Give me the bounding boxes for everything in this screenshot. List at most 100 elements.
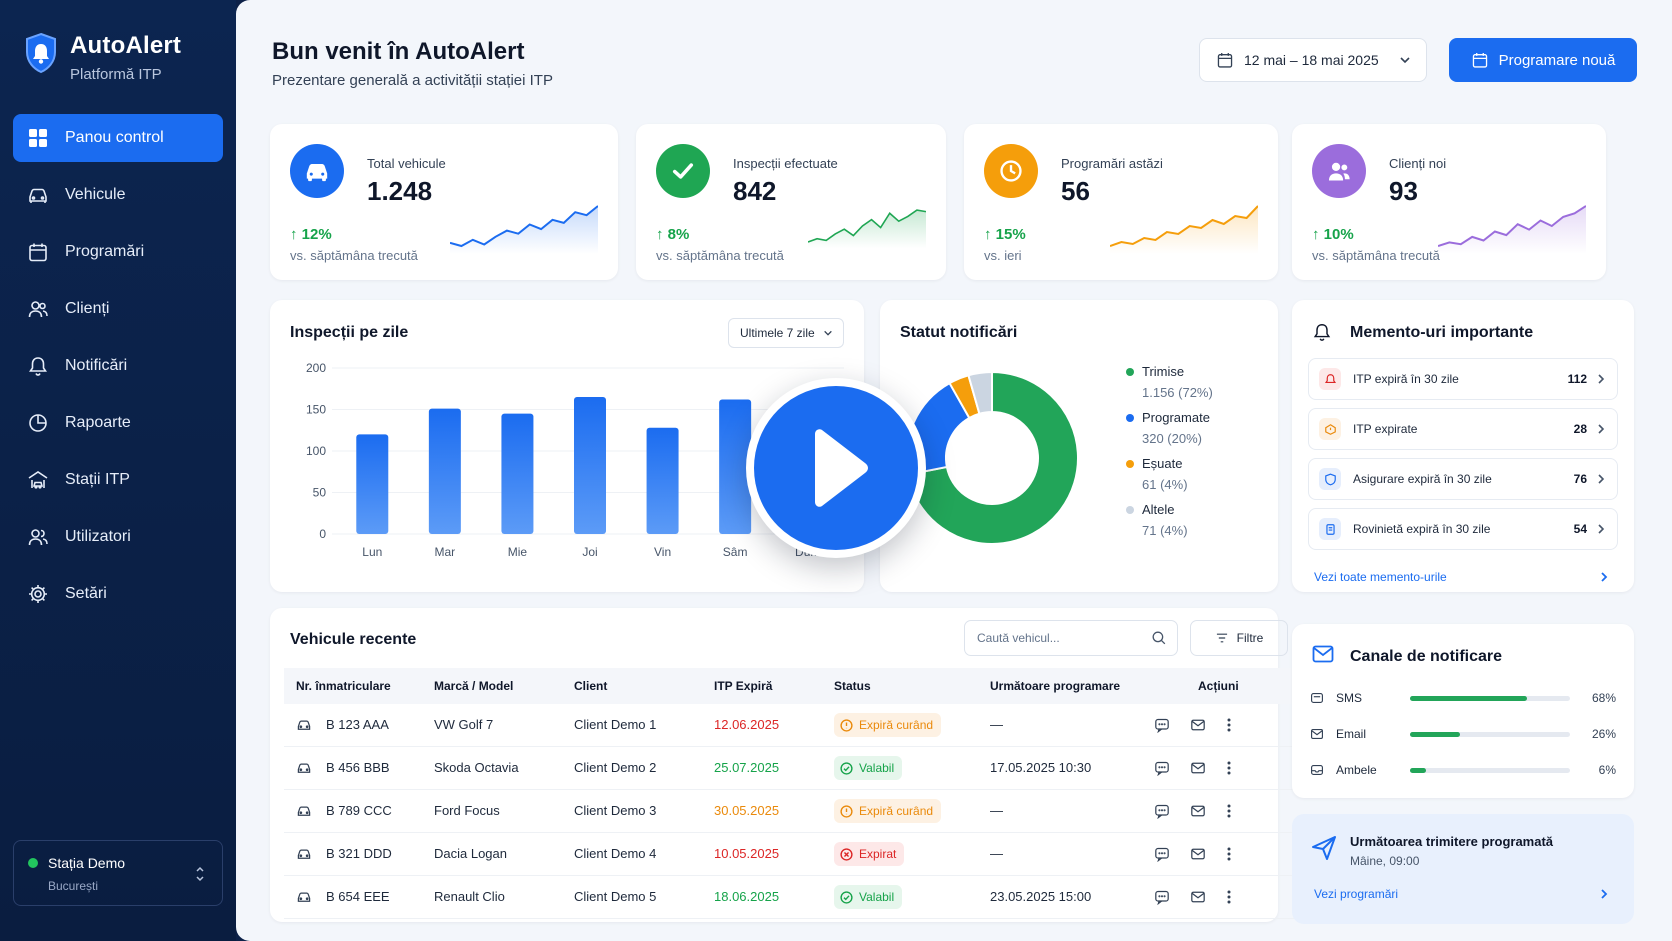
nav-item-appointments[interactable]: Programări	[13, 228, 223, 276]
bar-Joi	[574, 397, 606, 534]
y-tick-label: 0	[319, 527, 326, 541]
reminders-card: Memento-uri importante ITP expiră în 30 …	[1292, 300, 1634, 592]
nav-label: Vehicule	[65, 186, 126, 203]
status-badge: Expiră curând	[834, 799, 942, 823]
mail-icon[interactable]	[1190, 889, 1206, 908]
sparkline-line	[450, 205, 598, 248]
legend-dot	[1126, 413, 1134, 422]
y-tick-label: 50	[313, 486, 327, 500]
message-icon[interactable]	[1154, 803, 1170, 822]
kpi-note: vs. săptămâna trecută	[1312, 248, 1440, 263]
vehicle-search-input[interactable]: Caută vehicul...	[964, 620, 1178, 656]
reminder-item[interactable]: Asigurare expiră în 30 zile 76	[1308, 458, 1618, 500]
kpi-label: Total vehicule	[367, 156, 446, 171]
vehicle-model: Renault Clio	[434, 889, 505, 904]
car-icon	[29, 188, 47, 203]
table-row[interactable]: B 123 AAA VW Golf 7 Client Demo 1 12.06.202…	[284, 704, 1296, 747]
col-expiry[interactable]: ITP Expiră	[714, 679, 773, 693]
col-next[interactable]: Următoare programare	[990, 679, 1121, 693]
client-name: Client Demo 2	[574, 760, 657, 775]
nav-item-clients[interactable]: Clienți	[13, 285, 223, 333]
alert-icon	[1324, 423, 1336, 435]
more-vertical-icon[interactable]	[1226, 889, 1232, 908]
legend-item: Altele 71 (4%)	[1126, 502, 1213, 538]
users-icon	[28, 301, 48, 318]
nav-label: Setări	[65, 585, 107, 602]
donut-slice-trimise	[906, 370, 1079, 545]
notification-status-card: Statut notificări Trimise 1.156 (72%) Pr…	[880, 300, 1278, 592]
more-vertical-icon[interactable]	[1226, 846, 1232, 865]
nav-item-vehicles[interactable]: Vehicule	[13, 171, 223, 219]
table-row[interactable]: B 789 CCC Ford Focus Client Demo 3 30.05.20…	[284, 790, 1296, 833]
plate-number: B 123 AAA	[326, 717, 389, 732]
more-vertical-icon[interactable]	[1226, 760, 1232, 779]
legend-value: 320 (20%)	[1142, 431, 1202, 446]
brand[interactable]: AutoAlert Platformă ITP	[24, 32, 181, 83]
nav-label: Rapoarte	[65, 414, 131, 431]
status-label: Valabil	[859, 890, 895, 904]
next-send-time: Mâine, 09:00	[1350, 854, 1420, 868]
nav-item-dashboard[interactable]: Panou control	[13, 114, 223, 162]
legend-item: Eșuate 61 (4%)	[1126, 456, 1213, 492]
table-row[interactable]: B 321 DDD Dacia Logan Client Demo 4 10.05.2…	[284, 833, 1296, 876]
range-label: Ultimele 7 zile	[740, 326, 815, 340]
client-name: Client Demo 1	[574, 717, 657, 732]
next-send-card: Următoarea trimitere programată Mâine, 0…	[1292, 814, 1634, 924]
vehicle-model: Dacia Logan	[434, 846, 507, 861]
reminder-item[interactable]: ITP expiră în 30 zile 112	[1308, 358, 1618, 400]
check-circle-icon	[840, 890, 853, 904]
y-tick-label: 150	[306, 403, 326, 417]
message-icon[interactable]	[1154, 889, 1170, 908]
message-icon[interactable]	[1154, 760, 1170, 779]
chevron-right-icon[interactable]	[1598, 888, 1610, 900]
station-switcher[interactable]: Stația Demo București	[13, 840, 223, 906]
status-badge: Expiră curând	[834, 713, 942, 737]
col-plate[interactable]: Nr. înmatriculare	[296, 679, 391, 693]
chevron-right-icon[interactable]	[1598, 571, 1610, 583]
next-appointment: —	[990, 717, 1003, 732]
mail-icon[interactable]	[1190, 803, 1206, 822]
filter-button[interactable]: Filtre	[1190, 620, 1288, 656]
col-client[interactable]: Client	[574, 679, 608, 693]
sparkline-line	[1110, 205, 1258, 247]
channel-percent: 6%	[1598, 763, 1616, 777]
nav-item-reports[interactable]: Rapoarte	[13, 399, 223, 447]
col-status[interactable]: Status	[834, 679, 871, 693]
chevron-down-icon	[1400, 57, 1410, 64]
calendar-plus-icon	[1472, 53, 1487, 68]
more-vertical-icon[interactable]	[1226, 803, 1232, 822]
message-icon[interactable]	[1154, 846, 1170, 865]
table-row[interactable]: B 654 EEE Renault Clio Client Demo 5 18.06.…	[284, 876, 1296, 919]
nav-item-stations[interactable]: Stații ITP	[13, 456, 223, 504]
col-model[interactable]: Marcă / Model	[434, 679, 514, 693]
kpi-trend: ↑ 15%	[984, 226, 1026, 243]
nav-item-notifications[interactable]: Notificări	[13, 342, 223, 390]
mail-icon[interactable]	[1190, 717, 1206, 736]
mail-icon[interactable]	[1190, 760, 1206, 779]
video-play-button[interactable]	[746, 378, 926, 558]
mail-icon[interactable]	[1190, 846, 1206, 865]
range-select[interactable]: Ultimele 7 zile	[728, 318, 844, 348]
all-reminders-link[interactable]: Vezi toate memento-urile	[1314, 570, 1447, 584]
channel-percent: 26%	[1591, 727, 1616, 741]
nav-item-settings[interactable]: Setări	[13, 570, 223, 618]
status-label: Expiră curând	[859, 804, 934, 818]
new-appointment-button[interactable]: Programare nouă	[1449, 38, 1637, 82]
view-appointments-link[interactable]: Vezi programări	[1314, 887, 1399, 901]
kpi-trend: ↑ 12%	[290, 226, 332, 243]
more-vertical-icon[interactable]	[1226, 717, 1232, 736]
table-row[interactable]: B 456 BBB Skoda Octavia Client Demo 2 25.07…	[284, 747, 1296, 790]
kpi-value: 1.248	[367, 176, 433, 206]
date-range-picker[interactable]: 12 mai – 18 mai 2025	[1199, 38, 1427, 82]
card-title: Memento-uri importante	[1350, 324, 1534, 341]
reminder-item[interactable]: ITP expirate 28	[1308, 408, 1618, 450]
kpi-icon-circle	[1312, 144, 1366, 198]
car-icon	[296, 890, 312, 907]
legend-name: Trimise	[1142, 364, 1185, 379]
reminder-item[interactable]: Rovinietă expiră în 30 zile 54	[1308, 508, 1618, 550]
message-icon[interactable]	[1154, 717, 1170, 736]
kpi-trend-value: 8%	[667, 226, 690, 243]
kpi-trend: ↑ 8%	[656, 226, 690, 243]
legend-dot	[1126, 459, 1134, 468]
nav-item-users[interactable]: Utilizatori	[13, 513, 223, 561]
